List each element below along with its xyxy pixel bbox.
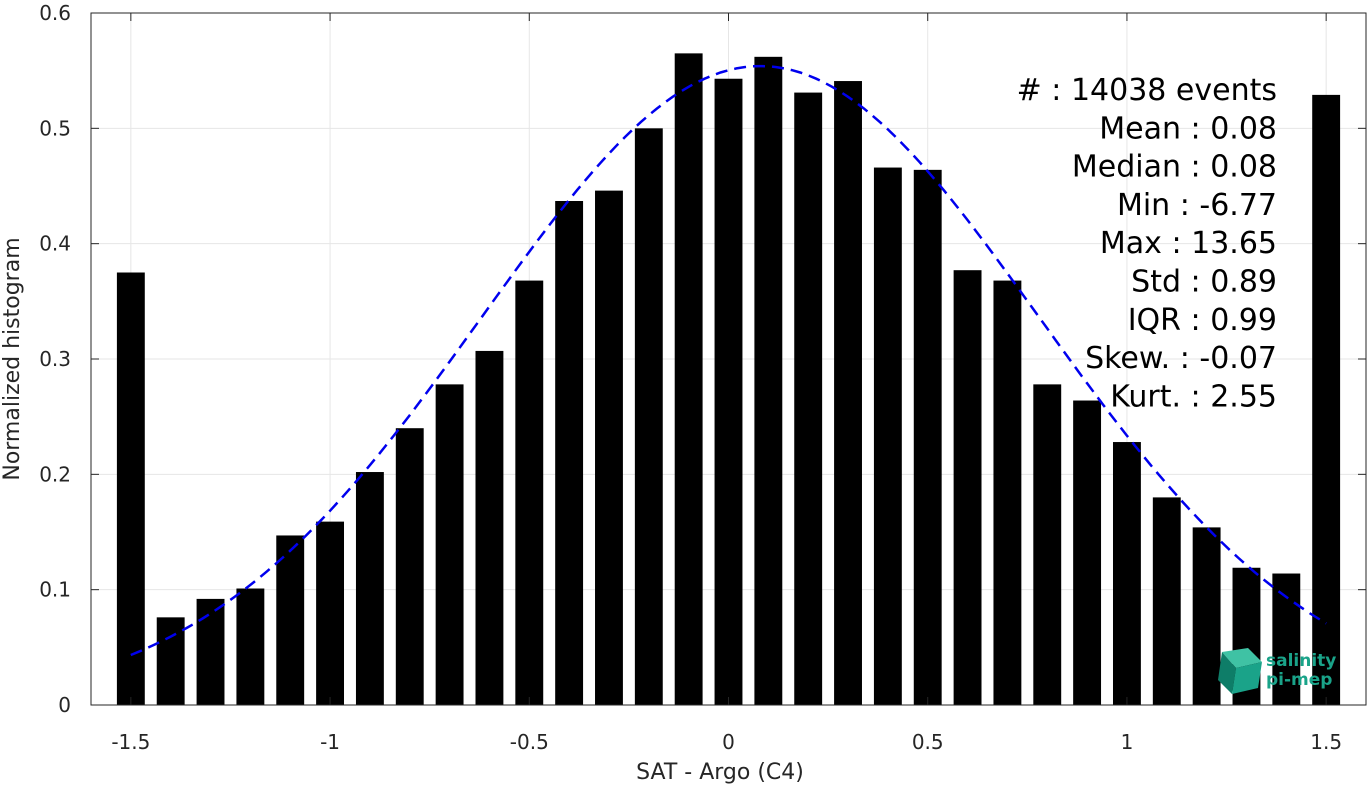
histogram-bar [834, 81, 862, 705]
salinity-pimep-logo: salinity pi-mep [1218, 648, 1336, 694]
stats-line: IQR : 0.99 [1128, 303, 1277, 338]
stats-line: Kurt. : 2.55 [1110, 379, 1277, 414]
y-ticks: 0 0.1 0.2 0.3 0.4 0.5 0.6 [39, 1, 1366, 717]
histogram-bar [595, 190, 623, 705]
histogram-bar [475, 350, 504, 705]
histogram-bar [913, 169, 942, 705]
x-axis-label: SAT - Argo (C4) [636, 760, 804, 785]
histogram-bar [395, 428, 424, 705]
x-tick-label: 0 [722, 730, 735, 754]
stats-line: Mean : 0.08 [1099, 111, 1277, 146]
histogram-bar [1033, 384, 1062, 705]
histogram-bar [754, 56, 783, 706]
histogram-bar [674, 53, 703, 706]
x-tick-label: 0.5 [912, 730, 944, 754]
gaussian-fit-curve [130, 64, 1327, 657]
logo-text-line1: salinity [1266, 651, 1336, 671]
histogram-bar [1152, 497, 1181, 705]
y-axis-label: Normalized histogram [0, 237, 25, 480]
stats-line: Median : 0.08 [1072, 150, 1277, 185]
y-tick-label: 0.2 [39, 462, 71, 486]
y-tick-label: 0.5 [39, 116, 71, 140]
y-tick-label: 0.1 [39, 578, 71, 602]
histogram-bar [953, 270, 982, 705]
x-tick-label: -1.5 [111, 730, 150, 754]
histogram-bar [196, 598, 225, 705]
histogram-bar [1192, 527, 1221, 705]
histogram-bar [873, 167, 902, 706]
x-tick-label: 1 [1121, 730, 1134, 754]
histogram-bar [714, 78, 743, 706]
stats-line: Max : 13.65 [1100, 226, 1277, 261]
stats-line: Std : 0.89 [1131, 265, 1277, 300]
y-tick-label: 0.3 [39, 347, 71, 371]
histogram-bar [1312, 94, 1341, 706]
stats-line: # : 14038 events [1017, 73, 1277, 108]
histogram-bar [1272, 573, 1301, 705]
histogram-bar [794, 92, 823, 705]
histogram-bar [156, 617, 185, 705]
histogram-bar [316, 521, 345, 705]
y-tick-label: 0.4 [39, 232, 71, 256]
histogram-bar [993, 280, 1022, 705]
stats-line: Min : -6.77 [1117, 188, 1277, 223]
logo-text-line2: pi-mep [1266, 670, 1332, 690]
x-ticks: -1.5 -1 -0.5 0 0.5 1 1.5 [111, 13, 1342, 754]
histogram-bar [236, 588, 265, 705]
x-tick-label: -1 [320, 730, 340, 754]
histogram-bar [435, 384, 464, 705]
histogram-bar [355, 472, 384, 705]
bars [116, 53, 1341, 706]
histogram-bar [1112, 442, 1141, 705]
y-tick-label: 0 [58, 693, 71, 717]
histogram-bar [634, 128, 663, 706]
histogram-bar [515, 280, 544, 705]
stats-line: Skew. : -0.07 [1085, 341, 1277, 376]
histogram-bar [555, 200, 584, 705]
x-tick-label: 1.5 [1310, 730, 1342, 754]
histogram-bar [116, 272, 145, 705]
histogram-bar [1073, 400, 1102, 705]
histogram-bar [276, 535, 305, 705]
y-tick-label: 0.6 [39, 1, 71, 25]
logo-cube-icon [1218, 648, 1262, 694]
x-tick-label: -0.5 [510, 730, 549, 754]
